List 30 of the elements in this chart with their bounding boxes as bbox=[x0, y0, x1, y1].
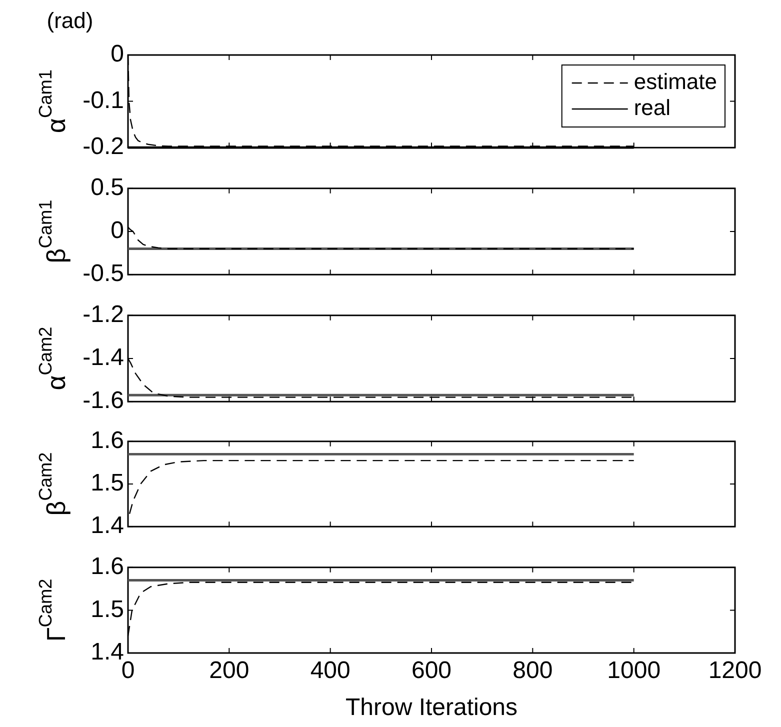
x-tick-label: 400 bbox=[310, 657, 350, 684]
y-axis-title: βCam1 bbox=[35, 200, 72, 264]
y-tick-label: 0 bbox=[110, 217, 124, 244]
x-axis-title: Throw Iterations bbox=[345, 694, 518, 721]
legend-label: real bbox=[634, 95, 671, 120]
y-tick-label: 1.6 bbox=[90, 427, 124, 454]
y-tick-label: -1.4 bbox=[82, 344, 124, 372]
y-tick-label: 1.5 bbox=[90, 470, 124, 497]
legend-label: estimate bbox=[634, 69, 718, 94]
y-tick-label: 1.4 bbox=[90, 638, 124, 666]
y-axis-title: αCam1 bbox=[35, 70, 72, 134]
x-tick-label: 1000 bbox=[607, 657, 661, 684]
text: (rad) bbox=[46, 8, 94, 33]
y-axis-title: βCam2 bbox=[35, 452, 72, 516]
y-tick-label: -1.6 bbox=[82, 387, 124, 414]
y-tick-label: 0 bbox=[110, 40, 124, 68]
x-tick-label: 600 bbox=[411, 657, 452, 684]
y-tick-label: 0.5 bbox=[90, 174, 124, 202]
y-tick-label: -0.2 bbox=[82, 133, 124, 160]
x-tick-label: 200 bbox=[209, 657, 250, 684]
y-axis-title: ΓCam2 bbox=[35, 578, 72, 642]
x-tick-label: 800 bbox=[512, 657, 553, 684]
y-tick-label: 1.4 bbox=[90, 512, 124, 540]
y-axis-title: αCam2 bbox=[35, 326, 72, 390]
x-tick-label: 1200 bbox=[708, 657, 762, 684]
y-tick-label: 1.5 bbox=[90, 596, 124, 623]
y-tick-label: 1.6 bbox=[90, 553, 124, 580]
y-tick-label: -1.2 bbox=[82, 301, 124, 328]
y-tick-label: -0.5 bbox=[82, 260, 124, 288]
y-tick-label: -0.1 bbox=[82, 86, 124, 114]
